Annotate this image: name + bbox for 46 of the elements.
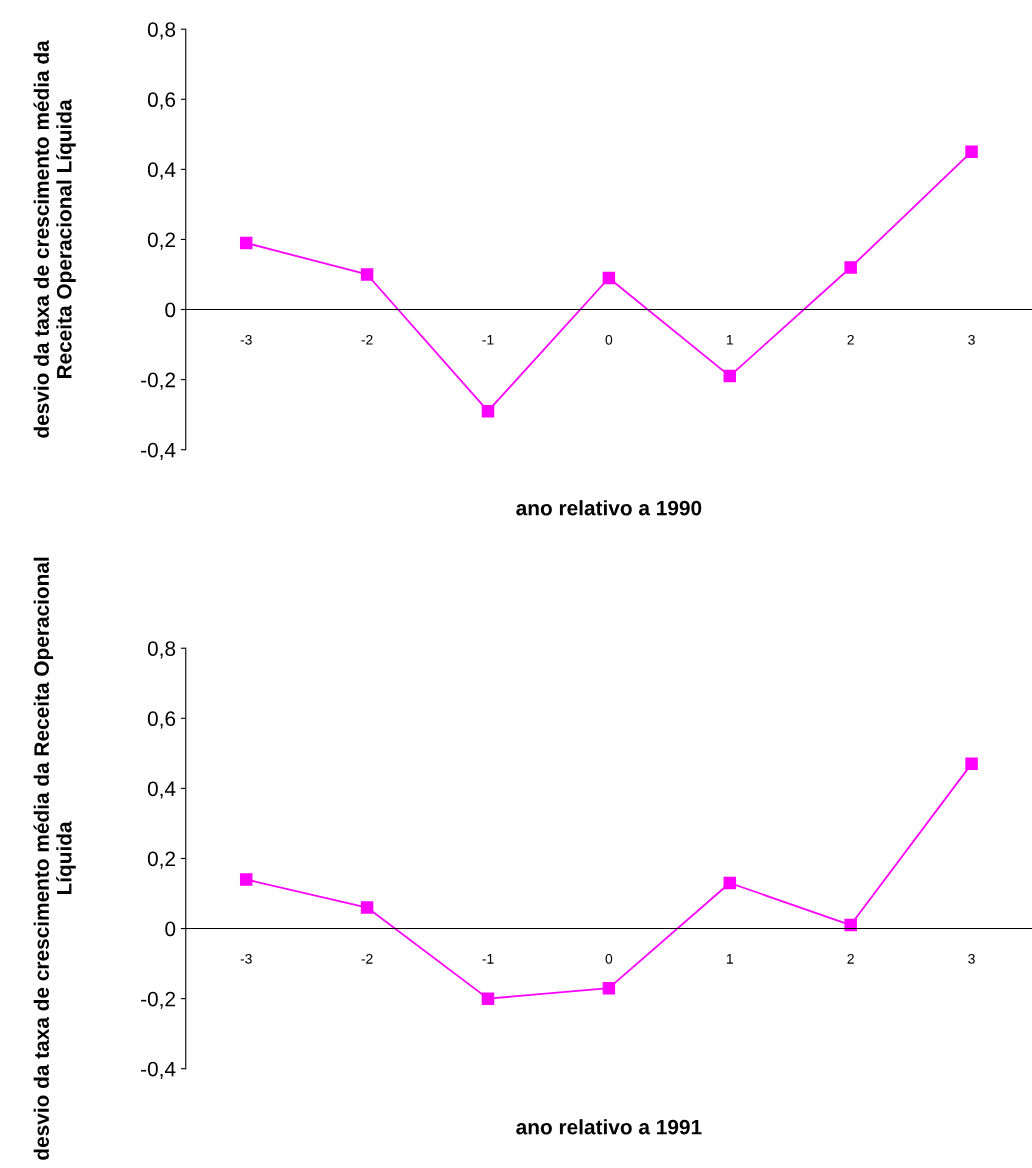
x-tick-label: 0	[605, 953, 613, 964]
y-tick-label: 0,6	[147, 92, 176, 110]
y-tick-label: -0,2	[141, 991, 175, 1009]
x-tick-label: -2	[361, 334, 373, 345]
y-tick-label: 0,4	[147, 781, 176, 799]
x-tick-label: 2	[847, 953, 854, 964]
y-tick-label: -0,2	[141, 372, 175, 390]
x-tick-label: -1	[482, 335, 494, 345]
point	[239, 873, 253, 886]
y-tick-label: 0,2	[147, 851, 175, 869]
x-tick-label: -3	[240, 953, 252, 964]
x-axis-title: ano relativo a 1990	[516, 500, 702, 516]
point	[602, 981, 616, 995]
x-tick-label: 1	[726, 954, 733, 964]
point	[481, 404, 495, 418]
point	[360, 268, 374, 281]
point	[481, 992, 495, 1005]
y-axis-title: desvio da taxa de crescimento média da Receita Operacional Líquida	[33, 40, 76, 438]
y-tick-label: 0	[165, 302, 176, 318]
y-tick-label: 0,4	[147, 162, 176, 180]
x-tick-label: -2	[361, 953, 373, 964]
y-tick-label: 0,8	[147, 22, 176, 40]
point	[360, 901, 374, 914]
point	[723, 876, 737, 890]
y-tick-label: 0,8	[147, 641, 176, 659]
point	[965, 145, 978, 159]
x-tick-label: 0	[605, 334, 613, 345]
x-axis-title: ano relativo a 1991	[516, 1119, 702, 1135]
y-tick-label: 0	[165, 921, 176, 937]
point	[602, 271, 616, 285]
x-tick-label: 3	[968, 953, 975, 964]
x-tick-label: 2	[847, 334, 854, 345]
y-tick-label: -0,4	[141, 442, 176, 460]
y-tick-label: 0,6	[147, 711, 176, 729]
point	[965, 757, 978, 771]
point	[844, 918, 857, 932]
y-tick-label: 0,2	[147, 232, 175, 250]
x-tick-label: -3	[240, 334, 252, 345]
x-tick-label: 3	[968, 334, 975, 345]
point	[844, 261, 857, 274]
point	[239, 236, 253, 250]
x-tick-label: 1	[726, 335, 733, 345]
x-tick-label: -1	[482, 954, 494, 964]
y-tick-label: -0,4	[141, 1061, 176, 1079]
y-axis-title: desvio da taxa de crescimento média da Receita Operacional Líquida	[33, 557, 76, 1160]
point	[723, 369, 737, 383]
